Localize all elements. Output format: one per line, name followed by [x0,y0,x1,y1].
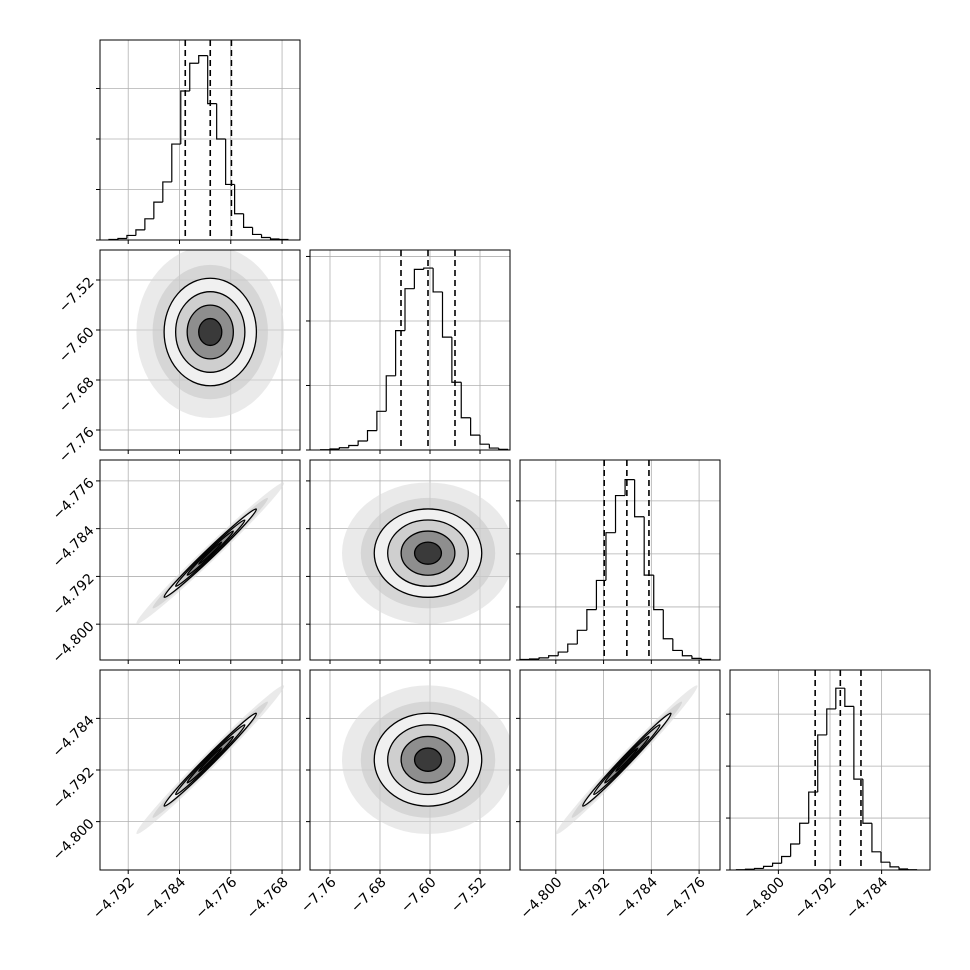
histogram-bin [423,267,434,270]
histogram-bin [460,382,471,419]
contour [413,747,443,772]
contour [413,541,443,565]
panel-frame [309,249,511,451]
histogram-bin [198,55,208,64]
histogram-bin [413,268,424,289]
histogram-bin [135,229,145,236]
histogram-bin [126,234,136,239]
histogram-bin [432,268,443,293]
histogram-bin [189,62,199,92]
histogram-bin [451,337,462,383]
panel-frame [729,669,931,871]
histogram-bin [781,855,791,864]
panel-frame [309,669,511,871]
panel-frame [309,459,511,661]
histogram-bin [762,865,773,869]
histogram-bin [826,708,836,735]
histogram-bin [278,238,289,241]
histogram-bin [844,688,854,707]
histogram-bin [862,779,872,824]
density [342,482,510,624]
contour [198,541,223,565]
density [136,250,285,418]
histogram-bin [614,494,626,533]
histogram-bin [624,479,635,496]
histogram-bin [681,650,692,657]
histogram-bin [586,609,597,631]
histogram-bin [242,213,253,228]
contour [615,747,639,772]
density [136,482,285,624]
histogram-bin [366,430,377,441]
histogram-bin [329,448,340,450]
histogram-bin [771,862,782,867]
panel-frame [99,459,301,661]
histogram-bin [528,658,540,660]
histogram-bin [216,103,226,140]
histogram-bin [117,237,127,240]
panel-frame [99,39,301,241]
histogram-bin [889,862,900,868]
density [556,685,698,835]
contour [198,747,223,772]
histogram-bin [790,843,800,857]
histogram-bin [700,658,712,661]
histogram-bin [404,288,415,331]
histogram-bin [898,866,909,870]
histogram-bin [234,184,244,215]
histogram-bin [180,90,190,145]
histogram-bin [260,234,271,239]
histogram-bin [817,734,827,793]
histogram-bin [880,851,890,863]
histogram-bin [835,687,845,709]
histogram-bin [799,822,809,845]
density [342,685,510,834]
histogram-bin [498,448,509,450]
panel-frame [99,249,301,451]
histogram-bin [338,447,349,450]
histogram-bin [269,237,280,240]
histogram-bin [753,867,764,870]
histogram-bin [385,375,396,412]
density [136,685,285,835]
histogram-bin [576,629,587,645]
histogram-bin [538,657,549,659]
histogram-bin [567,643,578,653]
histogram-bin [557,651,568,656]
histogram-bin [653,575,664,611]
histogram-bin [634,479,645,518]
histogram-bin [595,579,606,610]
histogram-bin [470,417,480,436]
histogram-bin [479,435,490,445]
histogram-bin [548,655,559,658]
histogram-bin [691,655,702,660]
panel-frame [519,669,721,871]
histogram-bin [643,516,654,576]
histogram-bin [357,440,368,446]
panel-frame [99,669,301,871]
contour [198,317,223,347]
histogram-bin [348,444,359,448]
histogram-bin [662,609,673,640]
panel-frame [519,459,721,661]
histogram-bin [853,706,863,780]
histogram-bin [251,227,262,236]
histogram-bin [672,638,683,652]
histogram-bin [207,55,217,105]
histogram-bin [605,532,616,581]
histogram-bin [376,410,387,431]
histogram-bin [395,330,405,376]
histogram-bin [162,181,172,203]
histogram-bin [144,218,154,230]
histogram-bin [441,291,452,338]
histogram-bin [871,823,881,853]
histogram-bin [153,201,163,219]
histogram-bin [171,143,181,182]
histogram-bin [488,444,499,449]
